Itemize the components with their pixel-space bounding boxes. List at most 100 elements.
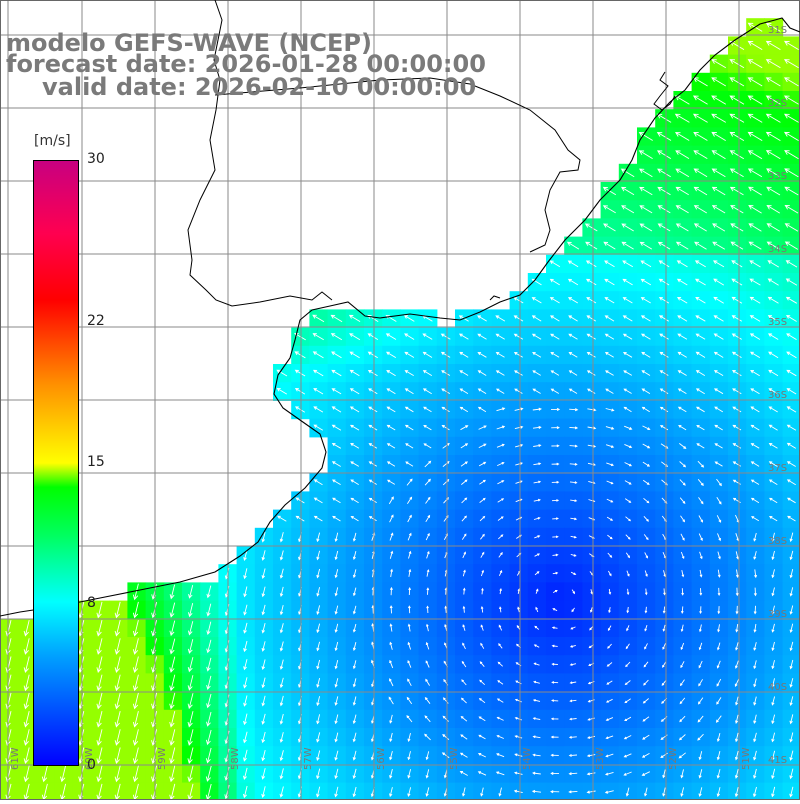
wind-arrow <box>276 369 288 377</box>
wind-arrow <box>587 444 597 448</box>
wind-arrow <box>514 716 523 721</box>
wind-arrow <box>404 333 415 340</box>
coastline-inland <box>187 0 333 307</box>
wind-arrow <box>750 370 760 377</box>
wind-arrow <box>425 641 430 650</box>
wind-arrow <box>461 515 467 522</box>
wind-arrow <box>732 424 742 431</box>
wind-arrow <box>405 461 414 467</box>
wind-arrow <box>389 514 394 523</box>
wind-arrow <box>407 514 412 523</box>
wind-arrow <box>243 640 248 653</box>
wind-arrow <box>206 603 212 617</box>
wind-arrow <box>568 352 578 358</box>
wind-arrow <box>693 223 707 232</box>
wind-arrow <box>403 315 415 322</box>
wind-arrow <box>206 675 212 691</box>
wind-arrow <box>640 260 652 268</box>
wind-arrow <box>786 442 797 449</box>
wind-arrow <box>350 516 359 522</box>
wind-arrow <box>623 370 633 376</box>
longitude-label: 55W <box>449 747 460 770</box>
field-cell <box>782 109 800 128</box>
wind-arrow <box>784 168 799 178</box>
wind-arrow <box>642 479 650 485</box>
wind-arrow <box>477 753 486 758</box>
wind-arrow <box>732 370 742 377</box>
longitude-label: 51W <box>741 747 752 770</box>
wind-arrow <box>405 443 414 449</box>
wind-arrow <box>352 732 357 743</box>
wind-arrow <box>679 715 686 723</box>
wind-arrow <box>442 733 450 740</box>
wind-arrow <box>766 241 780 250</box>
wind-arrow <box>748 186 762 196</box>
wind-arrow <box>480 551 485 558</box>
wind-arrow <box>623 406 632 413</box>
wind-arrow <box>678 425 687 431</box>
wind-arrow <box>674 132 690 141</box>
wind-arrow <box>771 786 776 798</box>
wind-arrow <box>334 569 339 579</box>
wind-arrow <box>243 659 248 671</box>
wind-arrow <box>608 607 611 614</box>
wind-arrow <box>550 333 560 340</box>
wind-arrow <box>569 663 577 666</box>
wind-arrow <box>330 333 343 341</box>
field-cell <box>782 782 800 802</box>
wind-arrow <box>533 462 542 466</box>
wind-arrow <box>316 605 321 615</box>
wind-arrow <box>712 260 725 268</box>
wind-arrow <box>783 40 799 50</box>
wind-arrow <box>498 624 503 631</box>
wind-arrow <box>187 639 194 654</box>
wind-arrow <box>294 369 306 377</box>
wind-arrow <box>461 533 467 540</box>
wind-arrow <box>731 333 742 340</box>
wind-arrow <box>568 315 578 322</box>
wind-arrow <box>676 278 688 286</box>
wind-arrow <box>569 408 579 412</box>
wind-arrow <box>680 661 685 669</box>
wind-arrow <box>644 570 648 577</box>
wind-arrow <box>514 753 523 757</box>
wind-arrow <box>753 732 757 743</box>
wind-arrow <box>662 643 667 650</box>
wind-arrow <box>480 642 485 649</box>
wind-arrow <box>697 715 704 723</box>
wind-arrow <box>675 241 689 250</box>
wind-arrow <box>680 624 684 633</box>
wind-arrow <box>674 95 690 105</box>
wind-arrow <box>567 260 579 268</box>
wind-arrow <box>786 424 797 431</box>
wind-arrow <box>352 714 357 725</box>
wind-arrow <box>334 732 339 743</box>
wind-arrow <box>460 734 468 740</box>
longitude-label: 52W <box>668 747 679 770</box>
field-cell <box>782 273 800 292</box>
wind-arrow <box>499 587 503 595</box>
wind-arrow <box>623 388 632 394</box>
wind-arrow <box>479 679 486 686</box>
wind-arrow <box>714 443 723 449</box>
wind-arrow <box>498 569 503 576</box>
wind-arrow <box>677 388 687 394</box>
wind-arrow <box>787 515 796 522</box>
wind-arrow <box>132 619 139 637</box>
wind-arrow <box>771 587 775 597</box>
field-cell <box>782 200 800 219</box>
wind-arrow <box>568 370 578 376</box>
wind-arrow <box>408 587 412 596</box>
coastline <box>0 17 800 617</box>
colorbar-tick: 30 <box>87 151 105 167</box>
wind-arrow <box>368 479 377 485</box>
wind-arrow <box>771 696 776 706</box>
wind-arrow <box>766 205 781 214</box>
wind-arrow <box>751 516 760 522</box>
wind-arrow <box>316 659 321 670</box>
wind-arrow <box>352 660 357 670</box>
valid-date: valid date: 2026-02-10 00:00:00 <box>42 73 477 101</box>
wind-arrow <box>534 571 540 576</box>
latitude-label: 36S <box>768 390 787 401</box>
wind-arrow <box>385 351 397 358</box>
